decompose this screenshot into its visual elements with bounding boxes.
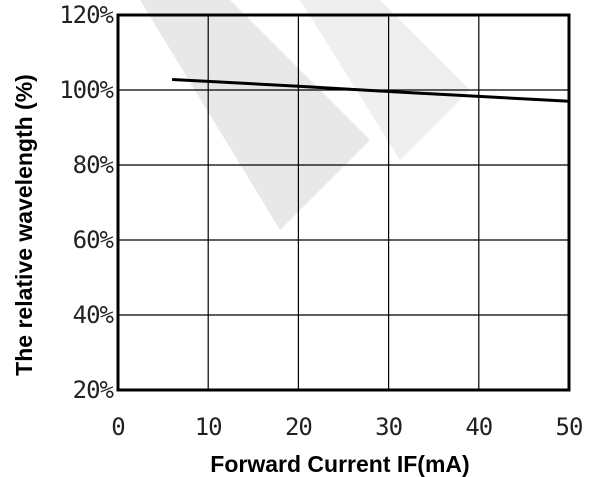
y-tick-label: 60% [73,226,115,254]
x-axis-title: Forward Current IF(mA) [210,451,469,477]
x-tick-label: 10 [195,413,222,441]
y-tick-label: 20% [73,376,115,404]
series-line [172,78,570,103]
y-tick-label: 80% [73,151,115,179]
x-tick-label: 40 [465,413,492,441]
y-tick-label: 120% [59,1,114,29]
x-tick-labels: 0 10 20 30 40 50 [111,413,583,441]
plot-frame [116,13,571,392]
y-tick-label: 100% [59,76,114,104]
y-axis-title: The relative wavelength (%) [11,74,37,376]
series-layer [172,78,570,103]
watermark-shape [140,0,470,230]
x-tick-label: 50 [556,413,583,441]
y-tick-labels: 120% 100% 80% 60% 40% 20% [59,1,115,404]
x-tick-label: 20 [285,413,312,441]
x-tick-label: 30 [375,413,402,441]
y-tick-label: 40% [73,301,115,329]
x-tick-label: 0 [111,413,124,441]
